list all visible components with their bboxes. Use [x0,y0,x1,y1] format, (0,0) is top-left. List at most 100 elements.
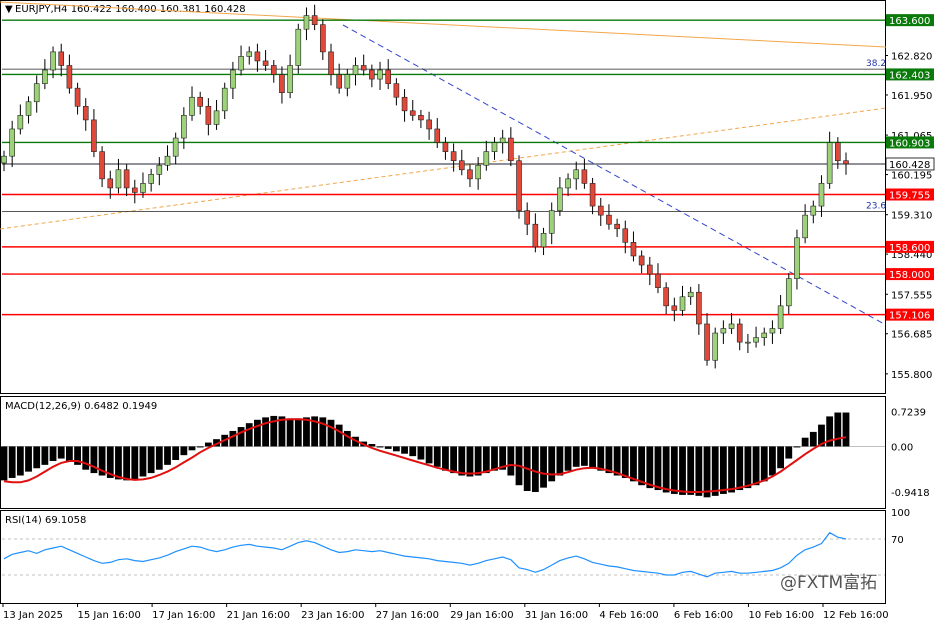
macd-bar [401,446,408,454]
time-tick-label: 4 Feb 16:00 [599,610,658,621]
time-tick-label: 23 Jan 16:00 [301,610,364,621]
time-tick-label: 10 Feb 16:00 [748,610,814,621]
macd-bar [327,419,335,447]
macd-bar [662,446,670,493]
candle-body [458,160,465,171]
rsi-tick-label: 70 [891,535,904,546]
level-badge-label: 158.000 [889,270,930,281]
macd-bar [278,416,286,447]
macd-bar [286,418,294,447]
macd-bar [188,446,196,451]
candle-body [385,69,392,84]
rsi-header: RSI(14) 69.1058 [5,515,86,526]
candle-body [205,106,212,125]
candle-body [164,155,171,166]
candle-body [336,74,342,89]
header-arrow-icon[interactable]: ▼ [5,4,13,15]
candle-body [753,337,759,343]
macd-bar [679,446,686,495]
macd-bar [442,446,449,471]
macd-bar [65,446,73,461]
macd-bar [564,446,572,471]
macd-bar [311,416,319,447]
time-tick-label: 29 Jan 16:00 [450,610,513,621]
candle-body [491,142,498,152]
macd-bar [49,446,57,461]
candle-body [311,15,318,25]
time-tick-label: 15 Jan 16:00 [78,610,141,621]
macd-bar [433,446,441,467]
macd-bar [376,446,384,448]
candle-body [230,69,236,89]
candle-body [434,128,441,143]
macd-bar [630,446,637,482]
macd-bar [531,446,539,492]
macd-bar [8,446,16,478]
candle-body [679,296,686,311]
candle-body [107,178,114,189]
macd-bar [482,446,490,474]
candle-body [573,169,580,180]
macd-bar [818,424,825,447]
candle-body [548,210,555,234]
macd-bar [270,415,278,447]
candle-body [442,142,449,152]
price-tick-label: 162.820 [891,52,932,63]
macd-bar [687,446,695,495]
candle-body [246,51,253,57]
candle-body [303,15,310,30]
candle-body [418,115,424,121]
level-badge-label: 160.903 [889,138,930,149]
macd-bar [294,418,302,447]
candle-body [647,264,653,275]
candle-body [221,87,228,112]
candle-body [581,169,588,184]
candle-body [745,341,751,344]
macd-bar [736,446,744,491]
candle-body [720,328,727,334]
price-tick-label: 158.440 [891,250,932,261]
macd-bar [605,446,613,474]
candle-body [794,237,800,279]
candle-body [736,323,743,343]
candle-body [82,106,89,121]
macd-bar [41,446,49,465]
candle-body [295,28,302,66]
candle-body [369,69,375,80]
time-tick-label: 13 Jan 2025 [3,610,63,621]
macd-bar [237,427,245,447]
macd-bar [752,446,760,486]
candle-body [728,323,735,329]
macd-bar [793,446,801,448]
macd-bar [343,430,351,447]
macd-bar [744,446,752,489]
macd-bar [621,446,629,478]
macd-bar [262,417,269,447]
candle-body [516,160,522,211]
current-price-badge [885,157,935,171]
candle-body [140,183,146,193]
watermark: @FXTM富拓 [780,573,877,593]
candle-body [352,65,359,75]
candle-body [328,51,334,75]
candle-body [9,128,15,157]
macd-bar [507,446,515,476]
macd-bar [155,446,163,470]
fib-label: 23.6 [866,202,886,212]
candle-body [377,69,383,80]
macd-tick-label: 0.00 [891,442,913,453]
macd-bar [760,446,768,482]
candle-body [532,223,539,248]
candle-body [565,178,571,189]
macd-bar [368,444,376,447]
time-tick-label: 21 Jan 16:00 [227,610,290,621]
candle-body [524,210,530,225]
macd-bar [548,446,556,482]
candle-body [1,155,7,164]
candle-body [630,242,637,257]
macd-bar [597,446,605,471]
macd-bar [777,446,785,469]
level-badge [886,136,934,149]
upper-trendline [0,1,887,48]
level-badge-label: 157.106 [889,311,930,322]
